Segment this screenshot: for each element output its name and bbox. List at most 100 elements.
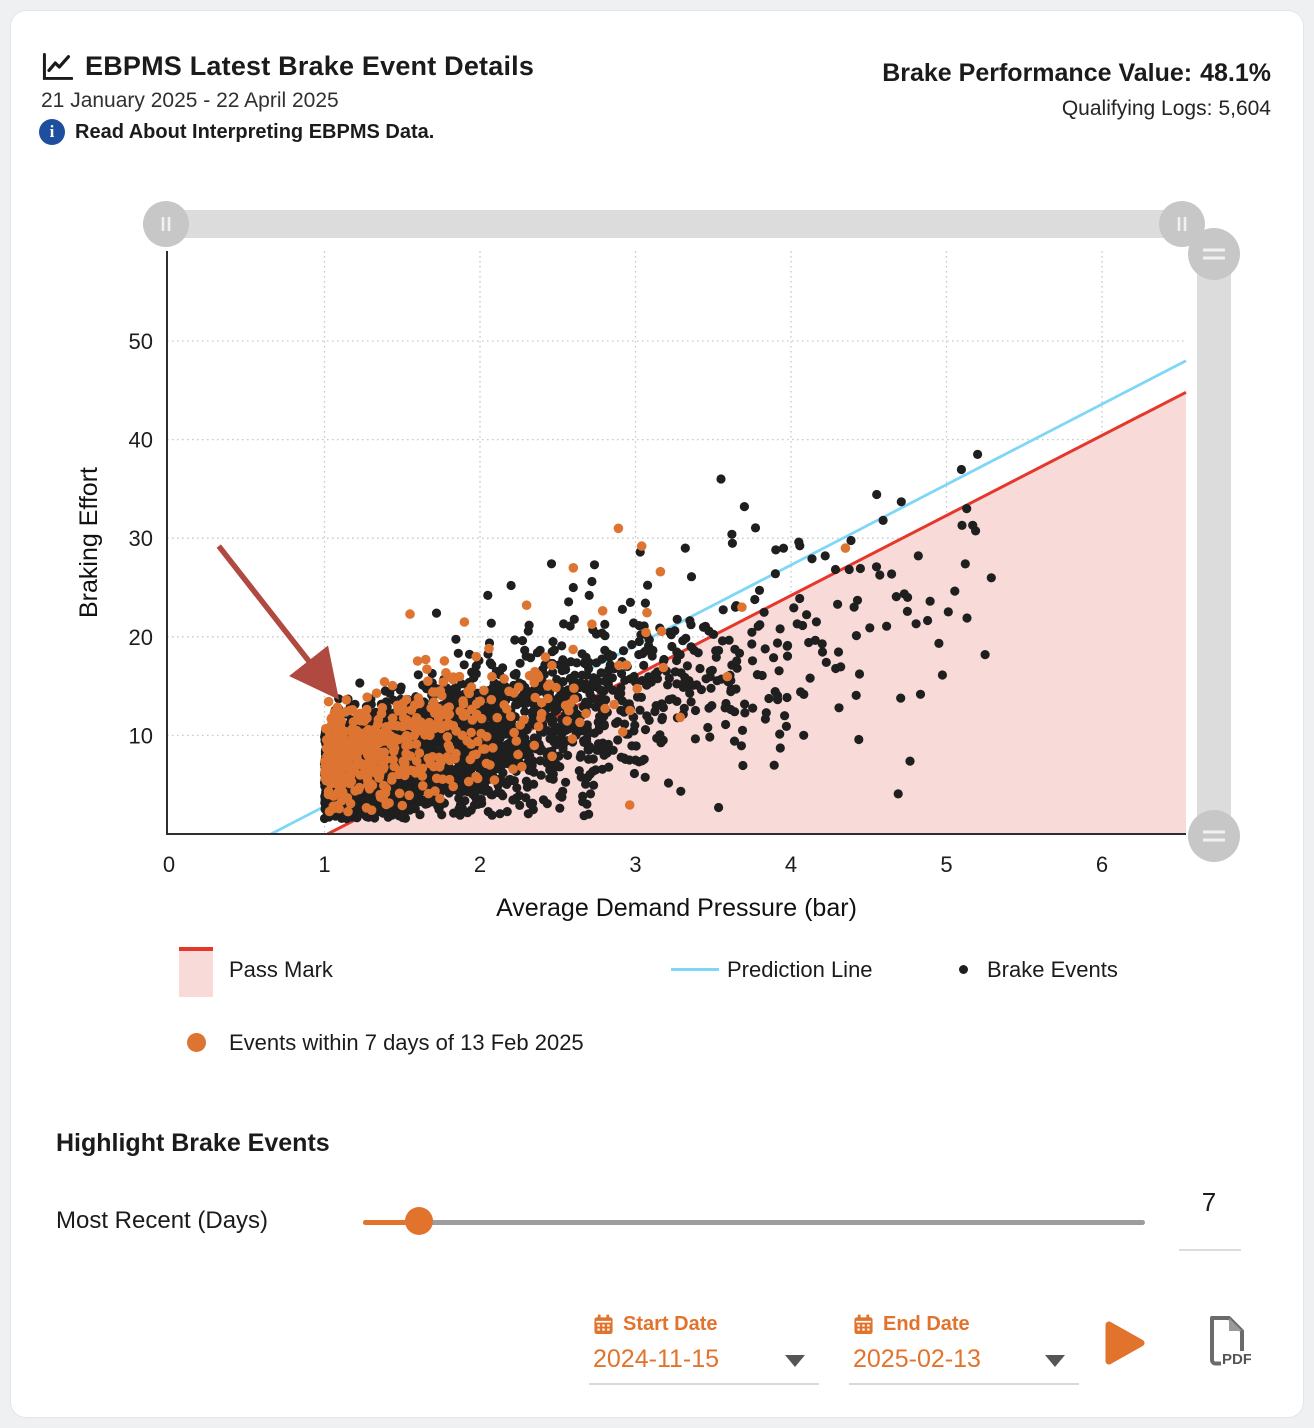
highlighted-event-point [382,734,392,745]
brake-event-point [754,585,765,595]
chart-y-range-track[interactable] [1197,254,1231,836]
brake-event-point [591,702,601,712]
brake-event-point [730,644,740,654]
x-range-handle-left[interactable] [143,201,189,247]
highlighted-event-point [613,523,624,534]
info-link-row[interactable]: i Read About Interpreting EBPMS Data. [39,119,434,145]
brake-event-point [676,668,686,678]
qualifying-logs: Qualifying Logs: 5,604 [1062,97,1271,121]
brake-event-point [520,707,530,717]
brake-event-point [508,795,518,805]
brake-event-point [799,730,809,740]
brake-event-point [451,684,461,694]
legend-label-highlighted-events: Events within 7 days of 13 Feb 2025 [229,1030,584,1055]
brake-event-point [396,682,406,692]
brake-event-point [811,617,822,627]
start-date-label: Start Date [623,1312,718,1335]
most-recent-slider-handle[interactable] [405,1207,433,1235]
brake-event-point [565,673,576,683]
start-date-dropdown-caret-icon[interactable] [785,1355,805,1367]
highlighted-event-point [562,716,572,726]
highlighted-event-point [486,694,497,705]
legend-label-brake-events: Brake Events [987,957,1118,982]
highlighted-event-point [463,686,473,697]
highlighted-event-point [409,700,420,710]
brake-event-point [761,708,771,718]
scatter-chart[interactable]: 0 1 2 3 4 5 6 10 20 30 40 50 Average Demand Pressure… [11,196,1303,941]
brake-event-point [491,728,501,738]
brake-event-point [686,572,697,582]
highlighted-event-point [363,724,374,735]
most-recent-slider-track[interactable] [363,1220,1145,1225]
brake-event-point [512,783,522,793]
brake-event-point [875,570,885,580]
highlighted-event-point [371,688,382,698]
brake-event-point [896,497,906,507]
brake-event-point [600,676,610,686]
highlighted-event-point [458,699,469,709]
brake-event-point [568,582,578,593]
brake-event-point [721,719,731,730]
chart-x-range-track[interactable] [153,210,1197,238]
brake-event-point [643,580,653,590]
brake-event-point [686,642,696,652]
highlighted-event-point [377,703,388,713]
brake-event-point [604,665,614,675]
brake-event-point [569,614,579,624]
brake-event-point [760,644,770,654]
brake-event-point [581,779,591,789]
brake-event-point [515,800,525,811]
y-range-handle-bottom[interactable] [1188,810,1240,862]
most-recent-value-underline [1179,1249,1241,1251]
highlighted-event-point [347,724,358,734]
brake-event-point [642,711,652,721]
brake-event-point [415,810,425,820]
brake-event-point [775,624,785,634]
brake-event-point [638,649,648,659]
highlighted-event-point [636,541,647,551]
brake-event-point [705,732,715,742]
apply-date-range-button[interactable] [1103,1319,1147,1367]
highlighted-event-point [485,760,495,770]
highlighted-event-point [509,727,519,738]
brake-event-point [600,619,610,629]
highlighted-event-point [487,671,497,682]
brake-event-point [599,721,610,731]
brake-event-point [692,680,702,690]
brake-event-point [937,670,948,680]
highlighted-events-series[interactable] [319,523,851,817]
highlighted-event-point [547,751,557,762]
brake-event-point [911,619,921,629]
start-date-value[interactable]: 2024-11-15 [593,1345,720,1373]
highlighted-event-point [397,800,408,811]
brake-event-point [575,752,585,762]
highlighted-event-point [442,703,452,714]
end-date-value[interactable]: 2025-02-13 [853,1345,981,1373]
highlighted-event-point [840,543,851,553]
brake-event-point [523,809,533,819]
brake-event-point [498,663,508,673]
highlighted-event-point [459,617,470,627]
end-date-field[interactable]: End Date 2025-02-13 [849,1311,1079,1385]
x-tick-label: 6 [1096,852,1108,877]
y-range-handle-top[interactable] [1188,228,1240,280]
brake-event-point [775,729,785,739]
x-tick-label: 1 [318,852,330,877]
info-link-text[interactable]: Read About Interpreting EBPMS Data. [75,120,435,143]
export-pdf-button[interactable]: PDF [1201,1313,1252,1371]
x-range-handle-right[interactable] [1159,201,1205,247]
brake-event-point [750,594,760,605]
highlighted-event-point [323,789,334,800]
highlighted-event-point [420,654,431,665]
highlighted-event-point [327,734,337,745]
most-recent-slider-fill [363,1220,419,1225]
end-date-dropdown-caret-icon[interactable] [1045,1355,1065,1367]
highlighted-event-point [511,736,522,746]
brake-event-point [451,764,461,774]
most-recent-days-value[interactable]: 7 [1201,1187,1217,1217]
start-date-field[interactable]: Start Date 2024-11-15 [589,1311,819,1385]
brake-event-point [585,689,595,699]
brake-event-point [727,538,738,548]
brake-event-point [593,739,604,749]
highlight-section-heading: Highlight Brake Events [56,1129,330,1157]
